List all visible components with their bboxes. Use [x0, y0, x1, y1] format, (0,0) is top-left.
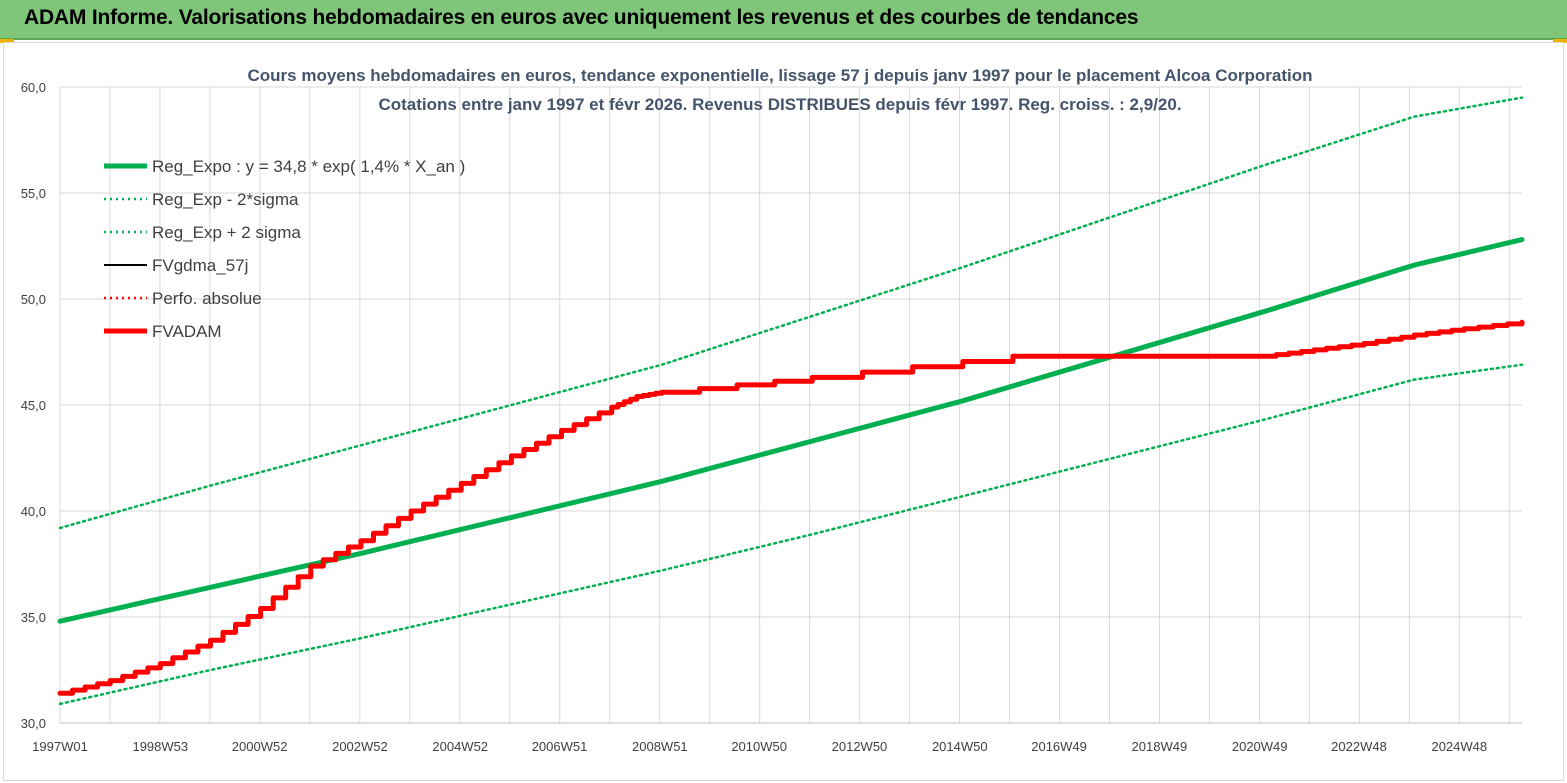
chart-frame — [3, 42, 1564, 781]
y-tick-label: 35,0 — [21, 610, 46, 625]
legend-label: Reg_Exp - 2*sigma — [152, 190, 299, 209]
corner-mark-left — [0, 39, 14, 43]
x-tick-label: 2004W52 — [432, 739, 488, 754]
series-lines — [57, 96, 1525, 706]
legend-label: Reg_Exp + 2 sigma — [152, 223, 301, 242]
x-tick-label: 2022W48 — [1331, 739, 1387, 754]
series-line-0 — [57, 237, 1525, 624]
chart-title-line1: Cours moyens hebdomadaires en euros, ten… — [247, 66, 1312, 85]
legend-label: Reg_Expo : y = 34,8 * exp( 1,4% * X_an ) — [152, 157, 465, 176]
axes: 30,0 35,0 40,0 45,0 50,0 55,0 60,0 1997W01 1998W… — [21, 80, 1522, 754]
x-tick-label: 2014W50 — [932, 739, 988, 754]
x-tick-label: 2008W51 — [632, 739, 688, 754]
y-tick-label: 45,0 — [21, 398, 46, 413]
legend-label: FVgdma_57j — [152, 256, 248, 275]
x-tick-label: 2024W48 — [1431, 739, 1487, 754]
series-line-5 — [57, 319, 1525, 696]
x-tick-label: 2018W49 — [1132, 739, 1188, 754]
chart-title-line2: Cotations entre janv 1997 et févr 2026. … — [378, 95, 1181, 114]
x-tick-label: 2002W52 — [332, 739, 388, 754]
grid — [59, 86, 1522, 724]
y-tick-label: 30,0 — [21, 716, 46, 731]
y-tick-label: 60,0 — [21, 80, 46, 95]
y-tick-label: 40,0 — [21, 504, 46, 519]
banner-title: ADAM Informe. Valorisations hebdomadaire… — [24, 6, 1139, 29]
y-tick-label: 55,0 — [21, 186, 46, 201]
x-tick-label: 1997W01 — [32, 739, 88, 754]
series-line-2 — [58, 96, 1524, 530]
x-tick-label: 1998W53 — [132, 739, 188, 754]
corner-mark-right — [1553, 39, 1567, 43]
x-tick-label: 2006W51 — [532, 739, 588, 754]
x-tick-label: 2010W50 — [731, 739, 787, 754]
x-tick-label: 2000W52 — [232, 739, 288, 754]
x-tick-label: 2016W49 — [1031, 739, 1087, 754]
y-tick-label: 50,0 — [21, 292, 46, 307]
legend-label: Perfo. absolue — [152, 289, 262, 308]
legend: Reg_Expo : y = 34,8 * exp( 1,4% * X_an )… — [104, 157, 465, 341]
series-line-1 — [58, 363, 1524, 706]
x-tick-label: 2020W49 — [1232, 739, 1288, 754]
legend-label: FVADAM — [152, 322, 222, 341]
x-tick-label: 2012W50 — [832, 739, 888, 754]
report-banner: ADAM Informe. Valorisations hebdomadaire… — [0, 0, 1567, 40]
